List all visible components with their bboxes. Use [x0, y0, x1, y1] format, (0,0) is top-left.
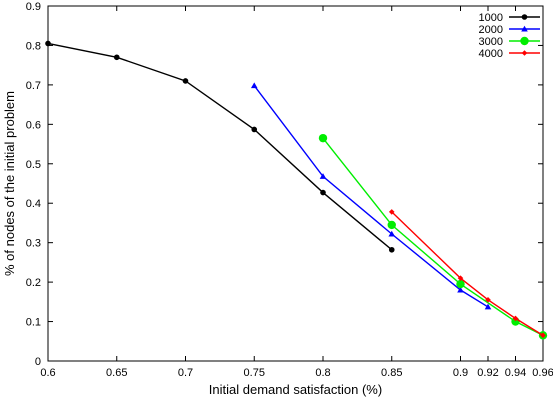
x-tick-label: 0.85 [381, 367, 402, 379]
data-point [319, 173, 327, 179]
x-tick-label: 0.65 [106, 367, 127, 379]
series-line [253, 85, 489, 308]
y-tick-label: 0.9 [26, 1, 41, 13]
series-2000 [250, 82, 492, 310]
y-tick-label: 0.2 [26, 277, 41, 289]
series-4000 [388, 209, 546, 339]
x-tick-label: 0.75 [244, 367, 265, 379]
series-3000 [318, 133, 548, 340]
data-point [45, 40, 51, 47]
data-point [388, 230, 396, 237]
x-tick-label: 0.96 [532, 367, 553, 379]
data-point [540, 332, 546, 339]
data-point [182, 78, 189, 84]
y-tick-label: 0.3 [26, 238, 41, 250]
legend-marker [521, 14, 528, 20]
data-point [457, 286, 464, 293]
x-tick-label: 0.8 [315, 367, 330, 379]
legend-item: 4000 [479, 48, 540, 60]
axis-ticks: 0.6 0.65 0.7 0.75 0.8 0.85 0.9 0.92 0.94 0.96 0 0.1… [26, 1, 553, 379]
x-tick-label: 0.9 [453, 367, 468, 379]
y-axis-title: % of nodes of the initial problem [2, 91, 17, 276]
data-point [388, 209, 395, 215]
series-1000 [45, 40, 395, 253]
data-point [320, 189, 326, 196]
data-point [250, 82, 258, 89]
series-layer [45, 40, 548, 340]
x-tick-label: 0.7 [178, 367, 193, 379]
y-tick-label: 0.7 [26, 80, 41, 92]
data-point [457, 275, 464, 281]
series-line [47, 42, 393, 251]
legend-label: 4000 [479, 48, 503, 60]
legend-marker [521, 25, 528, 32]
legend-marker [521, 50, 528, 56]
y-tick-label: 0.5 [26, 159, 41, 171]
data-point [485, 297, 491, 303]
data-point [318, 133, 328, 143]
x-tick-label: 0.94 [505, 367, 526, 379]
data-point [512, 315, 519, 322]
series-line [322, 137, 544, 336]
data-point [484, 303, 492, 310]
data-point [251, 126, 258, 133]
y-tick-label: 0.4 [26, 198, 41, 210]
legend-label: 3000 [479, 36, 503, 48]
plot-area-frame [47, 5, 544, 362]
legend-marker [520, 36, 529, 46]
series-line [391, 211, 544, 336]
x-axis-title: Initial demand satisfaction (%) [209, 382, 382, 397]
y-tick-label: 0 [35, 356, 41, 368]
y-tick-label: 0.6 [26, 119, 41, 131]
data-point [387, 220, 396, 230]
x-tick-label: 0.6 [40, 367, 55, 379]
data-point [456, 279, 465, 289]
legend-label: 2000 [479, 24, 503, 36]
x-tick-label: 0.92 [477, 367, 498, 379]
legend-item: 2000 [479, 24, 540, 36]
legend-item: 1000 [479, 12, 540, 24]
legend-label: 1000 [479, 12, 503, 24]
data-point [113, 54, 120, 61]
legend-item: 3000 [479, 36, 540, 48]
y-tick-label: 0.1 [26, 317, 41, 329]
y-tick-label: 0.8 [26, 40, 41, 52]
data-point [388, 246, 395, 253]
